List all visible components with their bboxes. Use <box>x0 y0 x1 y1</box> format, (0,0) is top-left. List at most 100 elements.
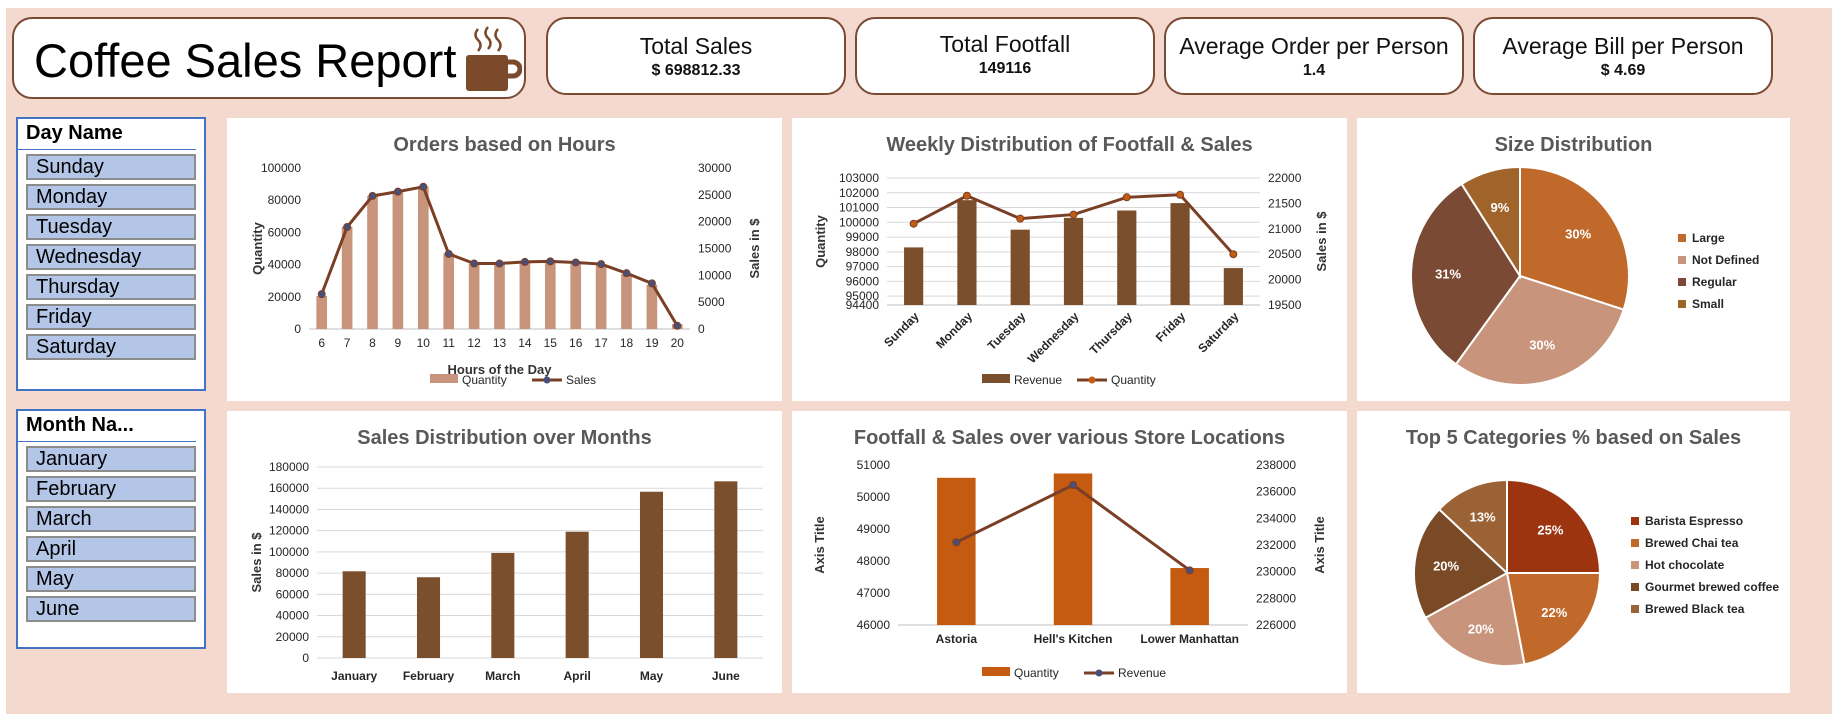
y-tick-label: 100000 <box>269 545 309 559</box>
x-tick-label: 7 <box>344 336 351 350</box>
line-point <box>1016 214 1025 223</box>
x-tick-label: January <box>331 669 377 683</box>
x-tick-label: 13 <box>493 336 507 350</box>
report-title: Coffee Sales Report <box>34 34 457 87</box>
legend-label: Barista Espresso <box>1645 514 1743 528</box>
legend-label: Revenue <box>1014 373 1062 387</box>
bar <box>1053 473 1093 625</box>
slicer-item-may[interactable]: May <box>26 566 196 592</box>
y2-tick-label: 15000 <box>698 242 732 256</box>
slicer-item-saturday[interactable]: Saturday <box>26 334 196 360</box>
y-tick-label: 40000 <box>276 609 310 623</box>
x-axis-title: Hours of the Day <box>447 362 552 377</box>
x-tick-label: 18 <box>620 336 634 350</box>
pie-slice <box>1437 478 1508 576</box>
line-point <box>1176 190 1185 199</box>
line-point <box>597 260 606 269</box>
y2-tick-label: 20000 <box>1268 273 1302 287</box>
y2-tick-label: 10000 <box>698 268 732 282</box>
y-axis-title: Quantity <box>250 221 265 274</box>
slicer-item-february[interactable]: February <box>26 476 196 502</box>
pie-slice <box>1505 572 1602 666</box>
y-tick-label: 40000 <box>268 258 302 272</box>
line-point <box>571 258 580 267</box>
slicer-item-march[interactable]: March <box>26 506 196 532</box>
bar <box>714 481 738 658</box>
x-tick-label: Lower Manhattan <box>1140 632 1239 646</box>
line-point <box>673 321 682 330</box>
y-tick-label: 50000 <box>857 490 891 504</box>
bar <box>1063 217 1084 305</box>
weekly-footfall-sales-chart: Weekly Distribution of Footfall & Sales 9… <box>792 118 1347 401</box>
line-point <box>470 259 479 268</box>
x-tick-label: Saturday <box>1195 309 1241 355</box>
slicer-item-friday[interactable]: Friday <box>26 304 196 330</box>
y-tick-label: 20000 <box>276 630 310 644</box>
y-tick-label: 160000 <box>269 481 309 495</box>
coffee-cup-icon <box>466 26 522 91</box>
slicer-item-january[interactable]: January <box>26 446 196 472</box>
chart-svg: Size Distribution 30% 30% 31% 9% Large Not Def… <box>1410 134 1759 386</box>
kpi-label: Total Sales <box>639 33 753 59</box>
pie-slice <box>1519 165 1630 311</box>
legend-label: Hot chocolate <box>1645 558 1725 572</box>
y-tick-label: 180000 <box>269 460 309 474</box>
chart-title: Sales Distribution over Months <box>357 427 651 449</box>
legend-label: Small <box>1692 297 1724 311</box>
y2-tick-label: 238000 <box>1256 458 1296 472</box>
slicer-item-wednesday[interactable]: Wednesday <box>26 244 196 270</box>
x-tick-label: April <box>563 669 590 683</box>
pie-slice <box>1410 182 1522 366</box>
kpi-value: 1.4 <box>1302 62 1326 79</box>
y-tick-label: 80000 <box>268 193 302 207</box>
y-tick-label: 46000 <box>857 618 891 632</box>
bar <box>565 531 589 658</box>
slicer-item-monday[interactable]: Monday <box>26 184 196 210</box>
slicer-item-sunday[interactable]: Sunday <box>26 154 196 180</box>
chart-svg: Weekly Distribution of Footfall & Sales 9… <box>813 134 1329 387</box>
x-tick-label: 9 <box>395 336 402 350</box>
y2-tick-label: 236000 <box>1256 485 1296 499</box>
y2-tick-label: 20000 <box>698 215 732 229</box>
bar <box>646 284 658 329</box>
legend-marker <box>543 376 551 384</box>
bar <box>544 262 556 329</box>
y-axis-title: Sales in $ <box>249 532 264 593</box>
y-tick-label: 0 <box>294 322 301 336</box>
bar <box>1170 568 1209 625</box>
bar <box>392 191 404 329</box>
y-tick-label: 100000 <box>839 215 879 229</box>
y-tick-label: 94400 <box>846 298 880 312</box>
line-point <box>393 187 402 196</box>
kpi-average-order: Average Order per Person 1.4 <box>1164 17 1464 95</box>
pie-slice <box>1424 571 1526 667</box>
y-tick-label: 100000 <box>261 161 301 175</box>
x-tick-label: February <box>403 669 455 683</box>
legend-label: Gourmet brewed coffee <box>1645 580 1779 594</box>
chart-svg: Top 5 Categories % based on Sales 25% 22% 2… <box>1406 427 1779 667</box>
slicer-item-april[interactable]: April <box>26 536 196 562</box>
y-tick-label: 49000 <box>857 522 891 536</box>
x-tick-label: 6 <box>318 336 325 350</box>
bar <box>570 263 582 329</box>
kpi-total-sales: Total Sales $ 698812.33 <box>546 17 846 95</box>
x-tick-label: 8 <box>369 336 376 350</box>
x-tick-label: 10 <box>417 336 431 350</box>
chart-title: Orders based on Hours <box>393 134 615 156</box>
y-tick-label: 103000 <box>839 171 879 185</box>
slicer-item-thursday[interactable]: Thursday <box>26 274 196 300</box>
line-point <box>1069 481 1077 489</box>
slicer-item-tuesday[interactable]: Tuesday <box>26 214 196 240</box>
legend-bar-swatch <box>982 667 1010 676</box>
x-tick-label: Astoria <box>936 632 978 646</box>
x-tick-label: May <box>640 669 664 683</box>
y2-tick-label: 0 <box>698 322 705 336</box>
legend-label: Not Defined <box>1692 253 1759 267</box>
x-tick-label: 14 <box>518 336 532 350</box>
x-tick-label: March <box>485 669 520 683</box>
slicer-item-june[interactable]: June <box>26 596 196 622</box>
bar <box>904 247 924 305</box>
y-tick-label: 96000 <box>846 274 880 288</box>
store-location-chart: Footfall & Sales over various Store Loca… <box>792 411 1347 693</box>
pie-data-label: 20% <box>1433 558 1459 573</box>
